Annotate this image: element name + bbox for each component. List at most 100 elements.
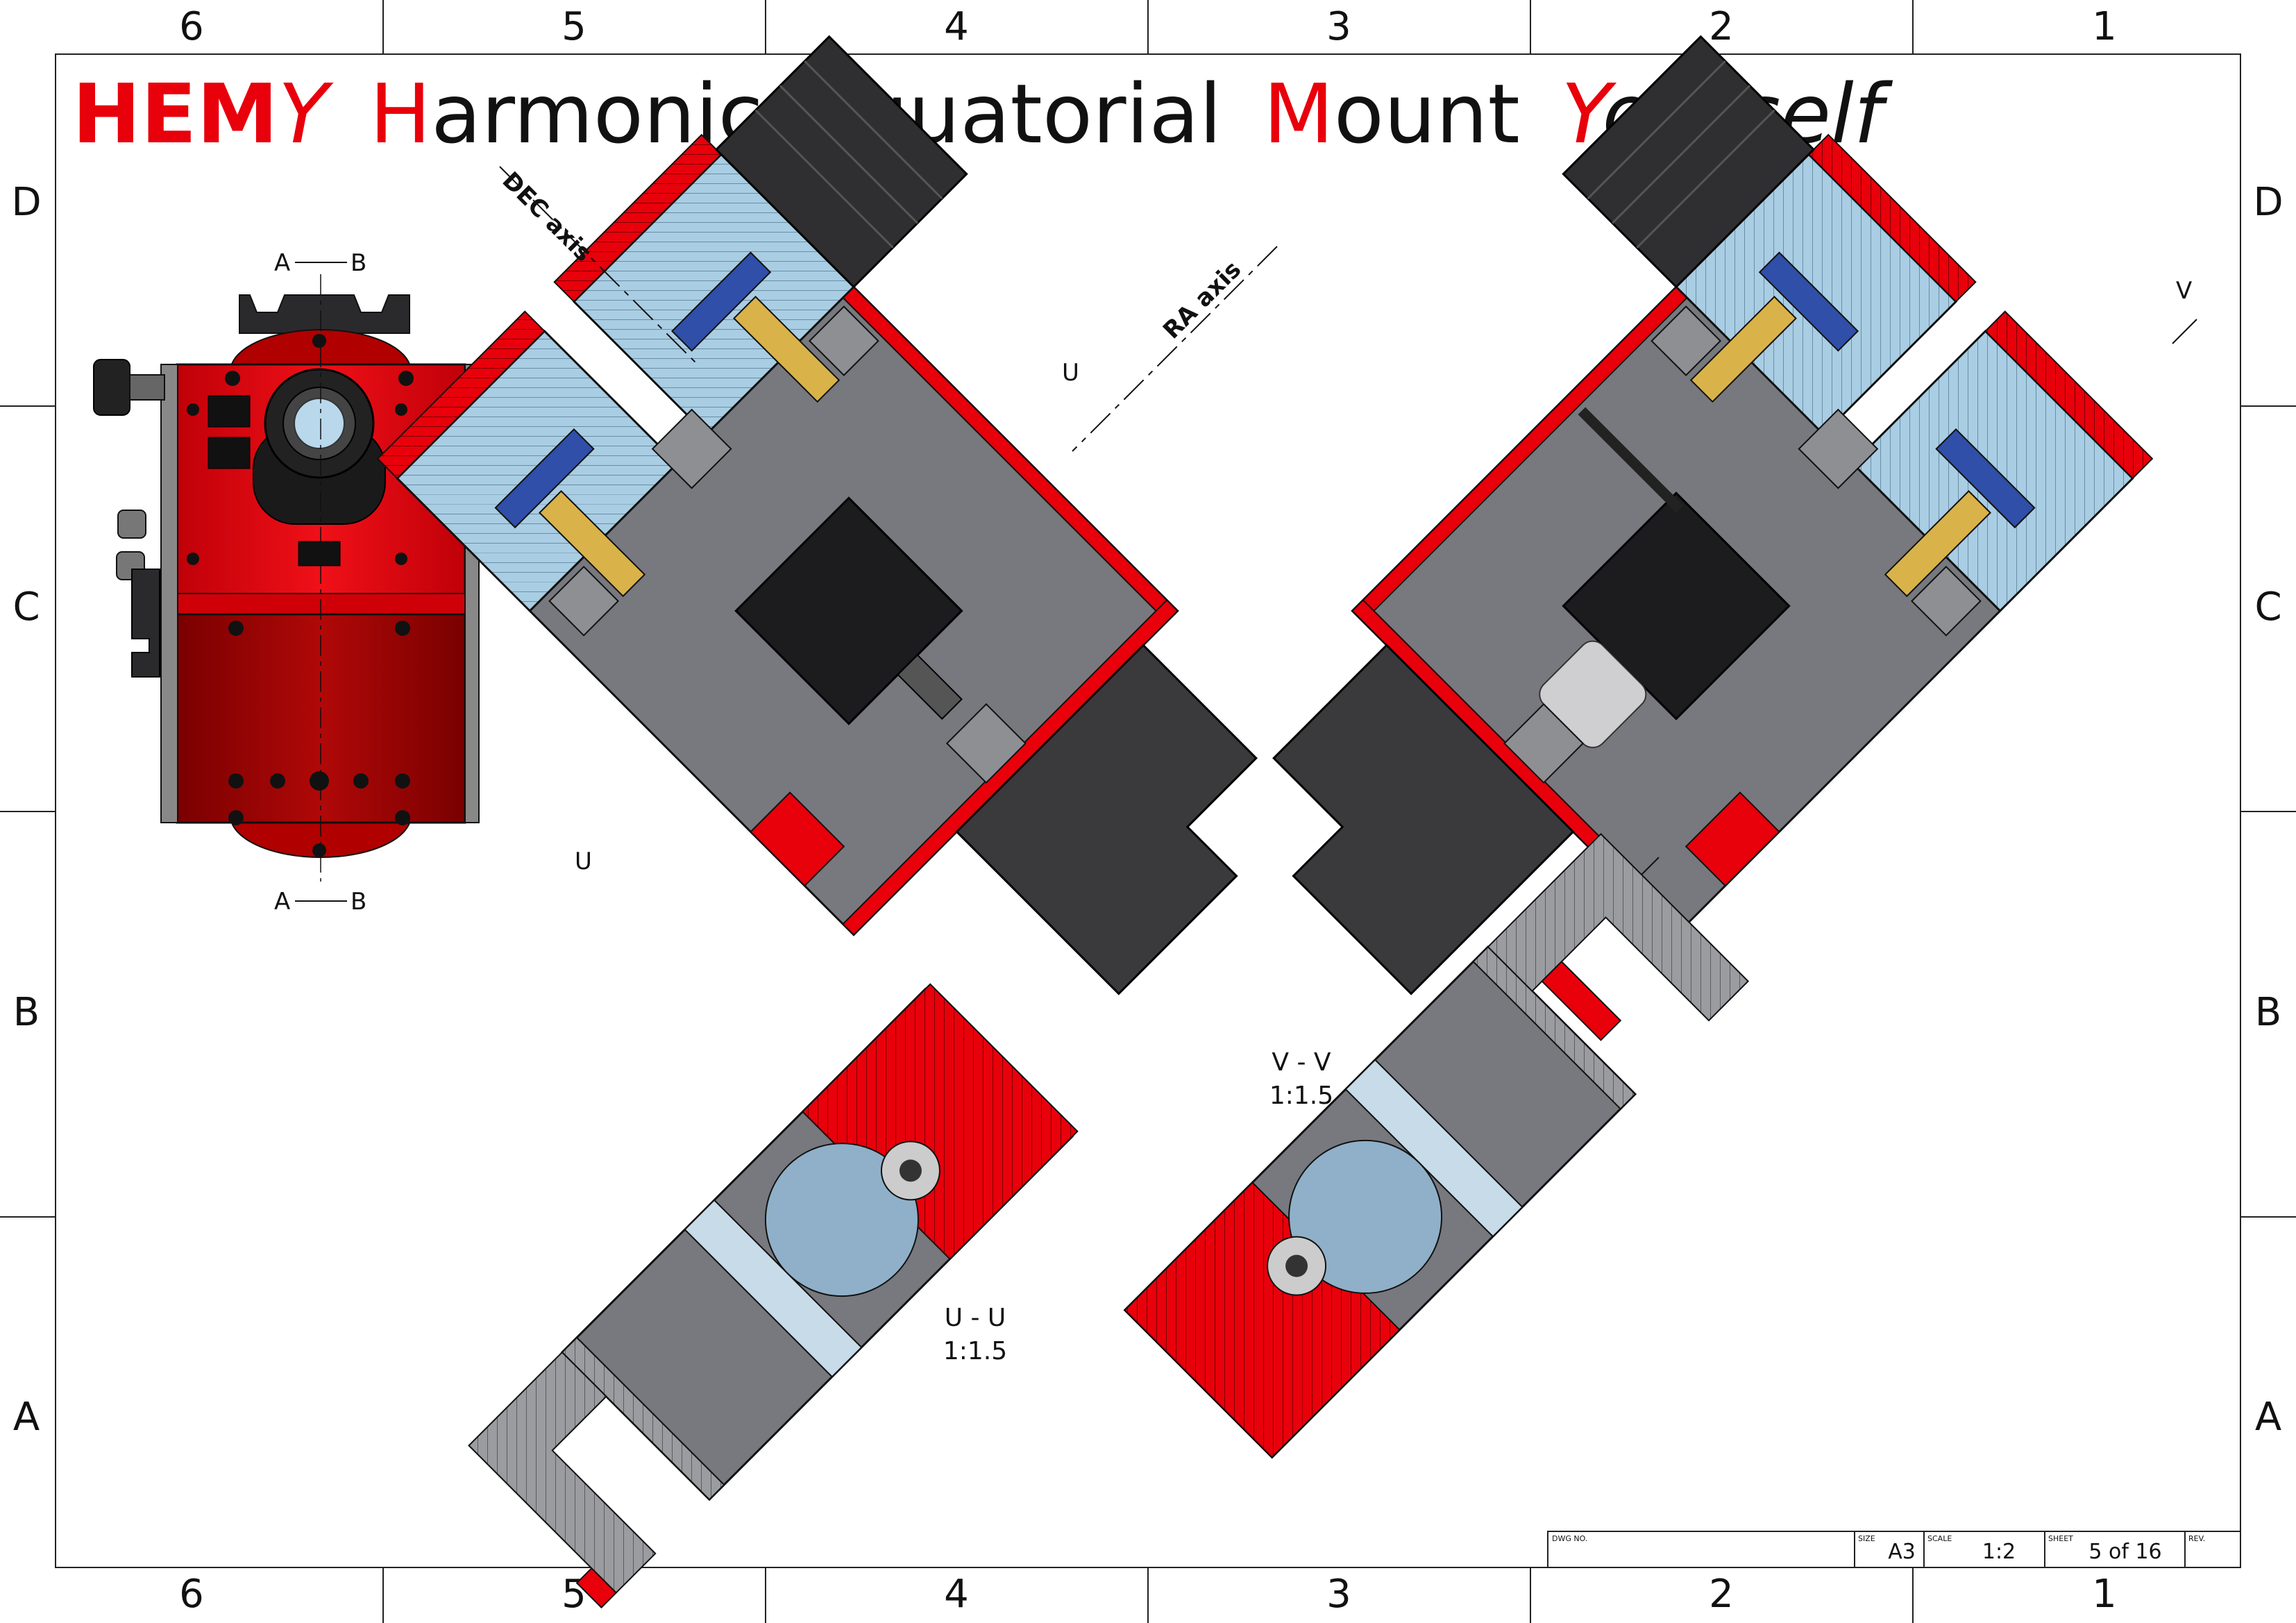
cut-label-u: U [575,848,592,875]
rev-label: REV. [2188,1534,2205,1543]
cut-line-v [2172,319,2197,344]
section-u-scale: 1:1.5 [943,1337,1007,1365]
title-block-frame [1547,1531,2241,1568]
red-block [1685,791,1780,887]
title-initial: M [1263,66,1334,162]
cut-label-v: V [2176,277,2192,305]
motor-fins [1587,60,1775,249]
row-labels-left: D C B A [11,180,41,1440]
screws [187,334,414,857]
extrusion-icon [1910,565,1982,637]
row-label: D [11,180,41,225]
section-u-name: U - U [945,1304,1006,1332]
row-label: B [13,990,40,1035]
section-v-scale: 1:1.5 [1269,1082,1333,1110]
size-label: SIZE [1858,1534,1875,1543]
front-view: A B A B [93,249,480,916]
col-label: 2 [1709,1572,1734,1617]
knob-icon [93,359,130,416]
sheet-label: SHEET [2048,1534,2073,1543]
row-label: B [2255,990,2281,1035]
col-label: 4 [944,1572,969,1617]
red-block [750,791,845,887]
ra-axis-label: RA axis [1158,255,1247,344]
side-bracket [131,569,160,678]
red-cap [376,310,546,480]
rod [1578,407,1684,513]
row-label: D [2253,180,2283,225]
col-label: 2 [1709,4,1734,49]
section-marker-a: A [274,249,290,277]
col-label: 3 [1326,4,1351,49]
extrusion-icon [1503,703,1585,784]
col-label: 6 [179,1572,204,1617]
extrusion-icon [1651,305,1722,377]
scale-value: 1:2 [1982,1540,2016,1564]
dec-motor [1562,35,1816,289]
col-label: 5 [562,4,586,49]
extrusion-icon [548,565,620,637]
brand-text: HEM [72,66,278,162]
extrusion-icon [945,703,1027,784]
ra-housing [955,644,1258,995]
extrusion-icon [651,408,732,489]
right-section-view [1272,35,2154,995]
sheet-value: 5 of 16 [2088,1540,2161,1564]
brass-shaft [733,296,841,403]
blue-gear [670,251,772,352]
motor-shaft [897,654,963,720]
motor-fins [754,60,943,249]
title-rest: ount [1334,66,1520,162]
brand-accent: Y [278,66,334,162]
row-label: C [2254,585,2281,630]
connector-icon [208,395,251,428]
extrusion-icon [808,305,879,377]
red-tab [1541,960,1622,1041]
brass-shaft [539,490,646,598]
column-labels-bottom: 6 5 4 3 2 1 [179,1572,2117,1617]
top-clamp [239,294,410,334]
blue-gear [494,428,595,529]
section-u-view [468,983,1079,1609]
blue-gear [1758,251,1859,352]
base-block [1487,832,1750,1022]
row-label: A [13,1395,40,1440]
cut-label-u: U [1062,359,1079,387]
brass-shaft [1689,296,1797,403]
red-cap [553,133,723,303]
row-labels-right: D C B A [2253,180,2283,1440]
section-v-name: V - V [1272,1048,1331,1077]
brass-shaft [1884,490,1991,598]
left-section-view [376,35,1258,995]
dec-axis-label: DEC axis [497,167,598,267]
clip-icon [117,510,146,539]
rail-slot [1344,1059,1523,1238]
col-label: 6 [179,4,204,49]
dwg-no-label: DWG NO. [1552,1534,1587,1543]
col-label: 1 [2092,1572,2117,1617]
scope-lens [294,398,345,449]
red-tab [575,1567,618,1609]
section-marker-a: A [274,888,290,916]
hatched-wall [1472,945,1637,1110]
col-label: 1 [2092,4,2117,49]
section-marker-b: B [351,888,366,916]
scope-clip [298,541,341,566]
scale-label: SCALE [1927,1534,1952,1543]
ra-axis-line [1072,246,1278,452]
col-label: 4 [944,4,969,49]
col-label: 3 [1326,1572,1351,1617]
idler-hub [899,1159,922,1182]
title-initial: H [369,66,431,162]
section-marker-b: B [351,249,366,277]
red-cap [1984,310,2154,480]
size-value: A3 [1888,1540,1916,1564]
row-label: A [2255,1395,2281,1440]
left-rail [160,364,178,823]
dec-motor [714,35,968,289]
knob-shaft [129,374,165,401]
idler-hub [1285,1254,1308,1277]
blue-gear [1935,428,2036,529]
